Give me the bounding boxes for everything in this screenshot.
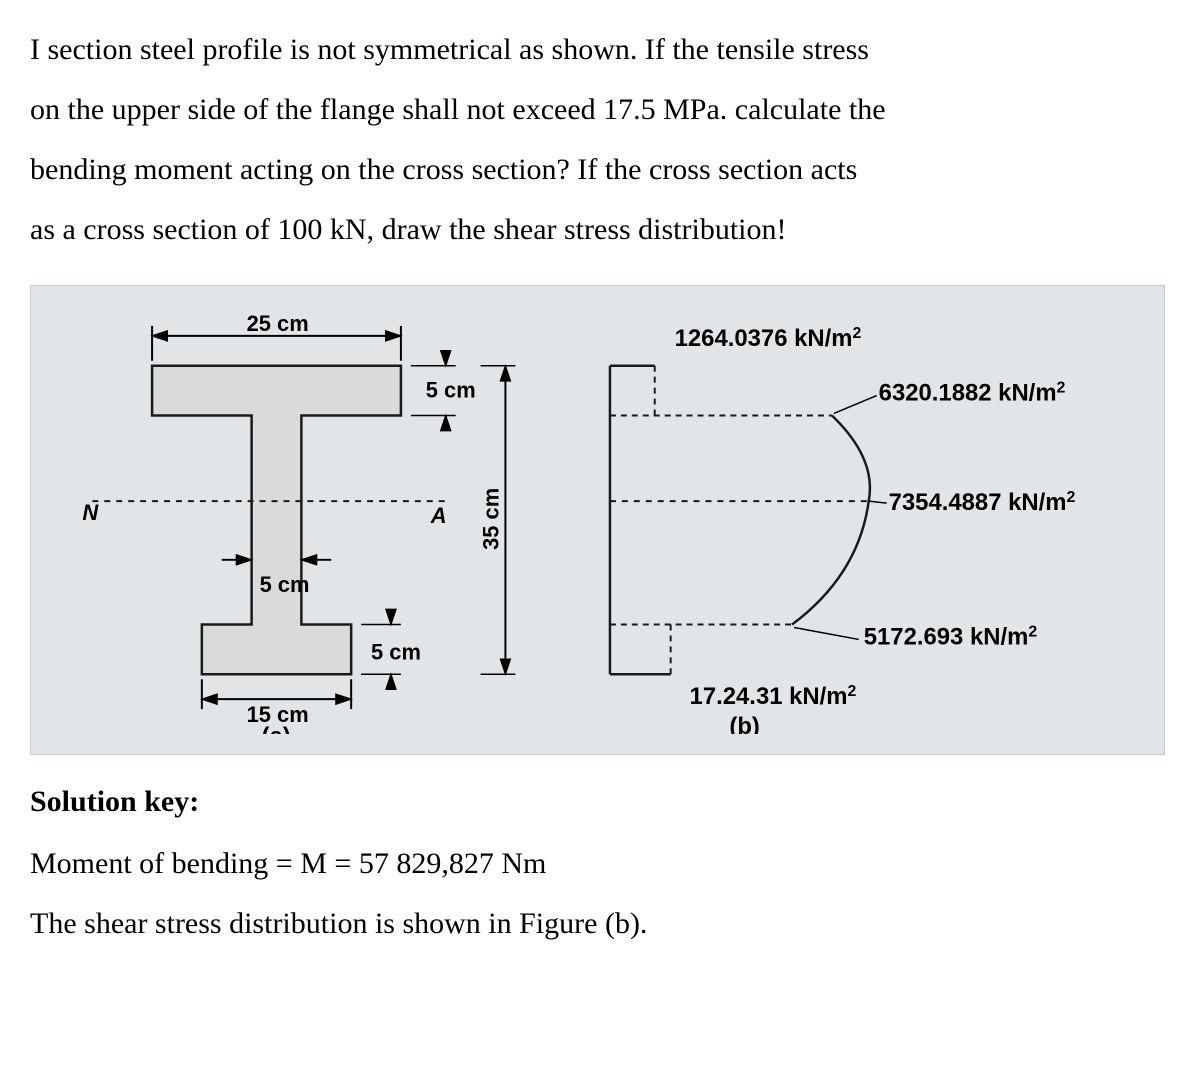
axis-label-n: N: [82, 500, 99, 525]
solution-shear: The shear stress distribution is shown i…: [30, 894, 1170, 954]
caption-b: (b): [729, 713, 760, 734]
caption-a: (a): [262, 723, 291, 734]
dim-top-thickness: 5 cm: [426, 378, 476, 403]
dim-top-width: 25 cm: [247, 311, 309, 336]
problem-line-1: I section steel profile is not symmetric…: [30, 33, 869, 66]
i-section-shape: [152, 366, 401, 675]
shear-parabola: [792, 415, 870, 624]
shear-top-outer: 1264.0376 kN/m2: [675, 324, 862, 352]
shear-top-inner: 6320.1882 kN/m2: [879, 379, 1066, 407]
shear-distribution-b: 1264.0376 kN/m2 6320.1882 kN/m2 7354.488…: [610, 324, 1076, 734]
figure-container: N A 25 cm 5 cm 5 cm 5 cm: [30, 285, 1165, 755]
shear-bottom-inner: 5172.693 kN/m2: [864, 623, 1038, 651]
shear-na: 7354.4887 kN/m2: [889, 489, 1076, 517]
problem-line-4: as a cross section of 100 kN, draw the s…: [30, 213, 787, 246]
shear-bottom-outer: 17.24.31 kN/m2: [690, 683, 857, 711]
dim-web-thickness: 5 cm: [260, 572, 310, 597]
dim-bottom-thickness: 5 cm: [371, 639, 421, 664]
cross-section-a: N A 25 cm 5 cm 5 cm 5 cm: [82, 311, 515, 734]
figure-svg: N A 25 cm 5 cm 5 cm 5 cm: [51, 306, 1144, 734]
problem-statement: I section steel profile is not symmetric…: [30, 20, 1170, 260]
problem-line-3: bending moment acting on the cross secti…: [30, 153, 857, 186]
dim-total-height: 35 cm: [478, 488, 503, 550]
axis-label-a: A: [430, 503, 447, 528]
solution-moment: Moment of bending = M = 57 829,827 Nm: [30, 834, 1170, 894]
solution-header: Solution key:: [30, 785, 1170, 819]
problem-line-2: on the upper side of the flange shall no…: [30, 93, 886, 126]
